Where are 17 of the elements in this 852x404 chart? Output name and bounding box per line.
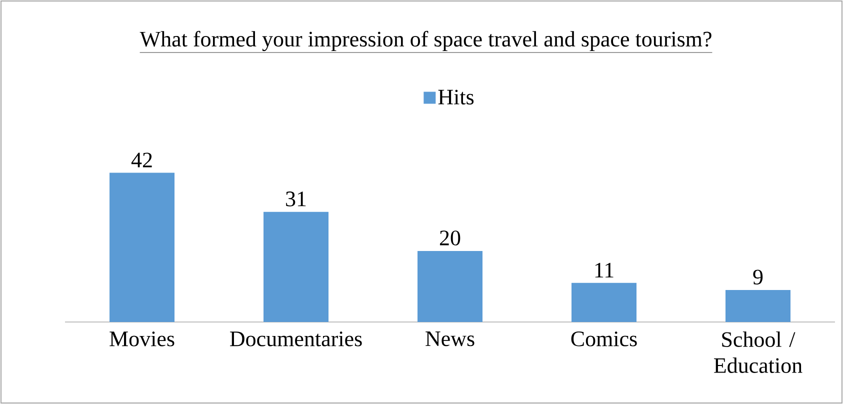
bar [110, 172, 175, 322]
data-label: 9 [753, 270, 763, 284]
bar [572, 282, 636, 322]
data-label: 20 [440, 230, 460, 246]
x-tick-label: News [426, 332, 474, 346]
x-tick-label: Comics [571, 332, 637, 346]
data-label: 11 [595, 262, 614, 278]
data-label: 42 [131, 152, 152, 168]
bar [725, 290, 790, 322]
bar [264, 212, 329, 322]
data-label: 31 [286, 192, 306, 206]
x-tick-label: School / Education [714, 332, 802, 373]
bar [418, 250, 482, 322]
x-tick-label: Documentaries [230, 332, 362, 346]
chart-title: What formed your impression of space travel and space tourism? [140, 30, 712, 52]
x-tick-label: Movies [110, 332, 174, 346]
legend-label: Hits [438, 90, 474, 105]
